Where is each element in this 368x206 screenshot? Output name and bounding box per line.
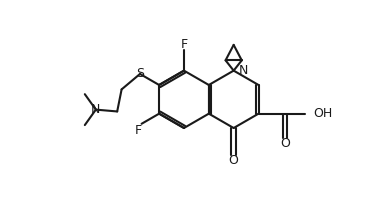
Text: OH: OH	[313, 107, 333, 120]
Text: F: F	[134, 124, 141, 137]
Text: S: S	[136, 67, 144, 80]
Text: N: N	[239, 64, 248, 77]
Text: O: O	[280, 137, 290, 150]
Text: N: N	[91, 103, 100, 116]
Text: O: O	[229, 153, 238, 166]
Text: F: F	[180, 38, 188, 51]
